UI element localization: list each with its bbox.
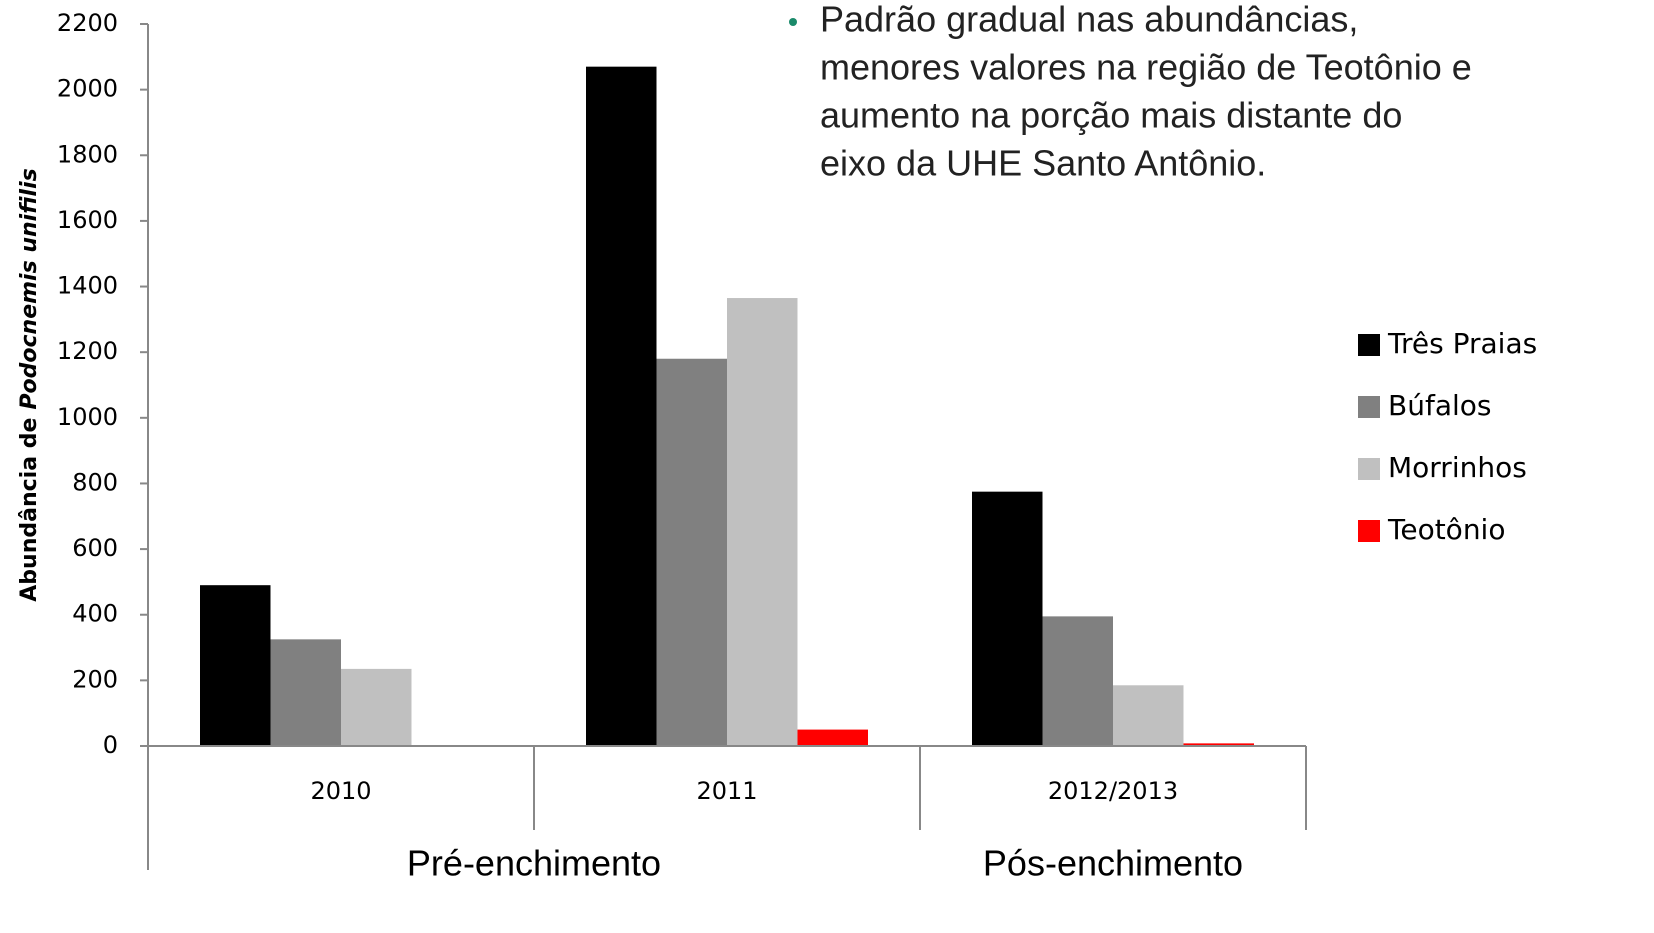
legend-label: Teotônio <box>1387 513 1505 546</box>
y-tick-label: 600 <box>72 534 118 562</box>
y-tick-label: 800 <box>72 468 118 496</box>
bullet <box>789 18 797 26</box>
bar <box>1113 685 1184 746</box>
legend-swatch <box>1358 334 1380 356</box>
annotation-line: Padrão gradual nas abundâncias, <box>820 0 1358 40</box>
legend-label: Morrinhos <box>1388 451 1527 484</box>
bar <box>1183 743 1254 746</box>
bar <box>341 668 412 746</box>
y-tick-label: 1000 <box>57 403 118 431</box>
bar <box>586 66 657 746</box>
y-axis-label: Abundância de Podocnemis unifilis <box>17 168 42 601</box>
bar <box>797 729 868 746</box>
y-tick-label: 2200 <box>57 9 118 37</box>
legend-swatch <box>1358 458 1380 480</box>
y-label-part: Abundância de <box>17 418 42 602</box>
bar <box>200 585 271 746</box>
y-tick-label: 1400 <box>57 272 118 300</box>
annotation-line: aumento na porção mais distante do <box>820 95 1402 136</box>
y-tick-label: 400 <box>72 600 118 628</box>
period-label: Pré-enchimento <box>407 843 661 884</box>
legend-label: Búfalos <box>1388 389 1491 422</box>
y-tick-label: 2000 <box>57 75 118 103</box>
y-tick-label: 1200 <box>57 337 118 365</box>
legend-swatch <box>1358 520 1380 542</box>
y-tick-label: 0 <box>103 731 118 759</box>
legend-swatch <box>1358 396 1380 418</box>
y-label-part: Podocnemis unifilis <box>17 168 42 409</box>
x-tick-label: 2010 <box>310 777 371 805</box>
bar <box>270 639 341 746</box>
period-label: Pós-enchimento <box>983 843 1243 884</box>
legend-label: Três Praias <box>1387 327 1537 360</box>
annotation-line: eixo da UHE Santo Antônio. <box>820 143 1266 184</box>
y-tick-label: 200 <box>72 665 118 693</box>
x-tick-label: 2012/2013 <box>1048 777 1178 805</box>
annotation-line: menores valores na região de Teotônio e <box>820 47 1472 88</box>
y-tick-label: 1600 <box>57 206 118 234</box>
y-tick-label: 1800 <box>57 140 118 168</box>
bar <box>1042 616 1113 746</box>
bar <box>727 298 798 746</box>
bar <box>972 491 1043 746</box>
bar <box>656 358 727 746</box>
x-tick-label: 2011 <box>696 777 757 805</box>
